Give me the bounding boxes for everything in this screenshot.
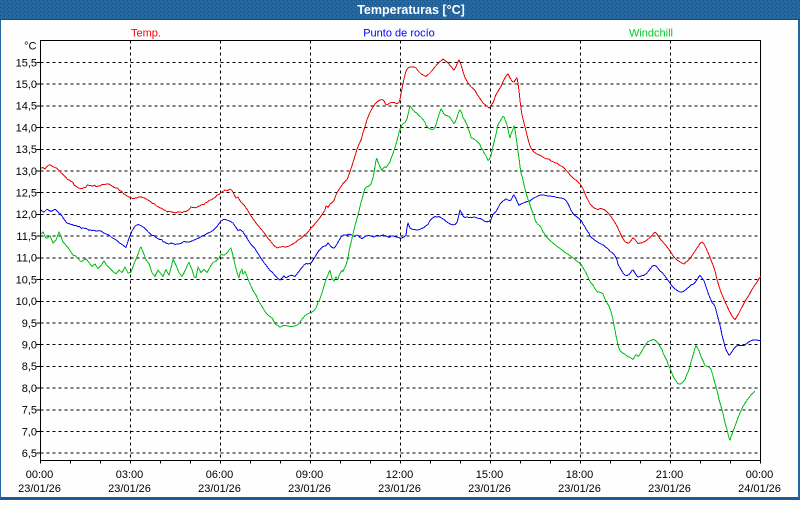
svg-text:11,0: 11,0 [16, 253, 37, 265]
svg-text:23/01/26: 23/01/26 [108, 483, 151, 495]
svg-text:Temp.: Temp. [131, 28, 161, 40]
svg-text:°C: °C [24, 41, 36, 53]
svg-text:7,0: 7,0 [22, 426, 37, 438]
svg-text:24/01/26: 24/01/26 [738, 483, 781, 495]
svg-text:15,5: 15,5 [16, 57, 37, 69]
svg-text:8,0: 8,0 [22, 383, 37, 395]
svg-text:06:00: 06:00 [206, 469, 234, 481]
svg-text:14,0: 14,0 [16, 122, 37, 134]
svg-text:12:00: 12:00 [386, 469, 414, 481]
svg-text:8,5: 8,5 [22, 361, 37, 373]
svg-text:09:00: 09:00 [296, 469, 324, 481]
svg-text:15,0: 15,0 [16, 79, 37, 91]
svg-text:10,5: 10,5 [16, 274, 37, 286]
svg-text:9,5: 9,5 [22, 318, 37, 330]
svg-text:12,5: 12,5 [16, 188, 37, 200]
svg-text:23/01/26: 23/01/26 [18, 483, 61, 495]
svg-text:Punto de rocío: Punto de rocío [363, 28, 435, 40]
svg-text:23/01/26: 23/01/26 [288, 483, 331, 495]
svg-text:6,5: 6,5 [22, 448, 37, 460]
svg-text:13,5: 13,5 [16, 144, 37, 156]
svg-text:7,5: 7,5 [22, 405, 37, 417]
svg-text:Windchill: Windchill [629, 28, 673, 40]
svg-text:18:00: 18:00 [566, 469, 594, 481]
svg-text:21:00: 21:00 [656, 469, 684, 481]
svg-text:00:00: 00:00 [26, 469, 54, 481]
svg-text:13,0: 13,0 [16, 166, 37, 178]
svg-text:11,5: 11,5 [16, 231, 37, 243]
svg-text:03:00: 03:00 [116, 469, 144, 481]
svg-text:10,0: 10,0 [16, 296, 37, 308]
svg-text:23/01/26: 23/01/26 [378, 483, 421, 495]
svg-text:23/01/26: 23/01/26 [648, 483, 691, 495]
svg-text:14,5: 14,5 [16, 101, 37, 113]
svg-text:23/01/26: 23/01/26 [468, 483, 511, 495]
svg-text:00:00: 00:00 [746, 469, 774, 481]
svg-text:9,0: 9,0 [22, 340, 37, 352]
svg-text:23/01/26: 23/01/26 [198, 483, 241, 495]
svg-text:12,0: 12,0 [16, 209, 37, 221]
svg-text:23/01/26: 23/01/26 [558, 483, 601, 495]
svg-text:15:00: 15:00 [476, 469, 504, 481]
